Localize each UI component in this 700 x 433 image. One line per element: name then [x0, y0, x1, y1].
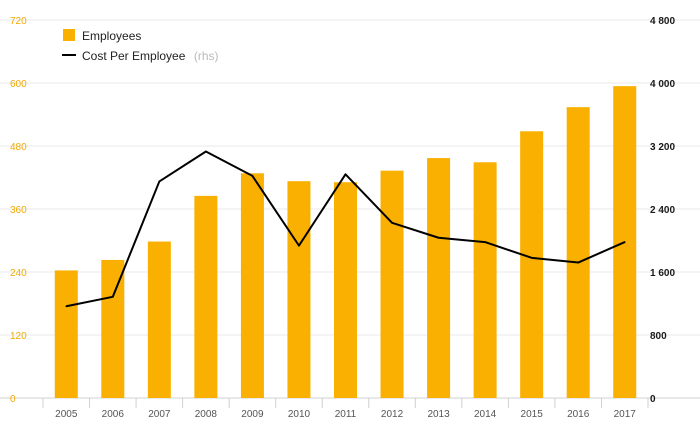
- left-tick-label: 0: [10, 394, 16, 405]
- left-y-axis: 0 120 240 360 480 600 720: [10, 16, 27, 405]
- right-tick-label: 4 800: [650, 16, 675, 27]
- x-tick-label: 2014: [474, 409, 497, 420]
- right-y-axis: 0 800 1 600 2 400 3 200 4 000 4 800: [650, 16, 675, 405]
- employees-bar: [520, 131, 544, 399]
- x-tick-label: 2012: [381, 409, 404, 420]
- right-tick-label: 3 200: [650, 142, 675, 153]
- cost-per-employee-point: [391, 221, 393, 224]
- legend-note-rhs: (rhs): [194, 49, 219, 63]
- cost-per-employee-point: [530, 257, 533, 259]
- right-tick-label: 0: [650, 394, 656, 405]
- left-tick-label: 240: [10, 268, 27, 279]
- x-tick-label: 2011: [335, 409, 357, 420]
- left-tick-label: 480: [10, 142, 27, 153]
- employees-bar: [380, 170, 404, 398]
- cost-per-employee-point: [437, 236, 440, 239]
- cost-per-employee-point: [344, 173, 347, 176]
- right-tick-label: 1 600: [650, 268, 675, 279]
- employees-bars: [54, 86, 637, 399]
- cost-per-employee-point: [205, 150, 207, 153]
- right-tick-label: 2 400: [650, 205, 675, 216]
- legend-label-employees: Employees: [82, 29, 141, 43]
- x-tick-label: 2007: [148, 409, 171, 420]
- employees-bar: [54, 270, 78, 398]
- left-tick-label: 720: [10, 16, 27, 27]
- employees-bar: [334, 182, 357, 398]
- legend-swatch-employees: [63, 29, 75, 41]
- x-tick-label: 2017: [614, 409, 637, 420]
- legend-label-cost-per-employee: Cost Per Employee: [82, 49, 186, 63]
- cost-per-employee-point: [484, 241, 486, 243]
- right-tick-label: 800: [650, 331, 667, 342]
- employees-bar: [473, 162, 497, 398]
- cost-per-employee-point: [577, 261, 579, 264]
- x-tick-label: 2009: [241, 409, 264, 420]
- employees-bar: [101, 259, 125, 398]
- legend: Employees Cost Per Employee (rhs): [62, 29, 219, 64]
- employees-bar: [194, 195, 218, 398]
- left-tick-label: 360: [10, 205, 27, 216]
- cost-per-employee-point: [298, 244, 300, 247]
- cost-per-employee-point: [623, 241, 626, 243]
- x-axis: 2005 2006 2007 2008 2009 2010 2011 2012 2013 2014…: [55, 409, 636, 420]
- x-tick-label: 2016: [567, 409, 590, 420]
- cost-per-employee-point: [251, 175, 254, 177]
- legend-label-cost-per-employee-group: Cost Per Employee (rhs): [82, 47, 219, 64]
- cost-per-employee-line-group: [65, 150, 626, 308]
- x-tick-label: 2015: [521, 409, 544, 420]
- cost-per-employee-point: [158, 180, 161, 183]
- right-tick-label: 4 000: [650, 79, 675, 90]
- x-tick-label: 2008: [195, 409, 218, 420]
- x-tick-label: 2013: [427, 409, 450, 420]
- cost-per-employee-point: [112, 296, 114, 298]
- employees-bar: [287, 181, 311, 398]
- left-tick-label: 600: [10, 79, 27, 90]
- left-tick-label: 120: [10, 331, 27, 342]
- employees-bar: [240, 173, 264, 398]
- cost-per-employee-point: [65, 305, 68, 308]
- employees-bar: [147, 241, 171, 398]
- x-tick-label: 2010: [288, 409, 311, 420]
- x-tick-label: 2005: [55, 409, 78, 420]
- x-tick-label: 2006: [102, 409, 125, 420]
- employees-bar: [566, 107, 590, 399]
- employees-bar: [427, 158, 451, 398]
